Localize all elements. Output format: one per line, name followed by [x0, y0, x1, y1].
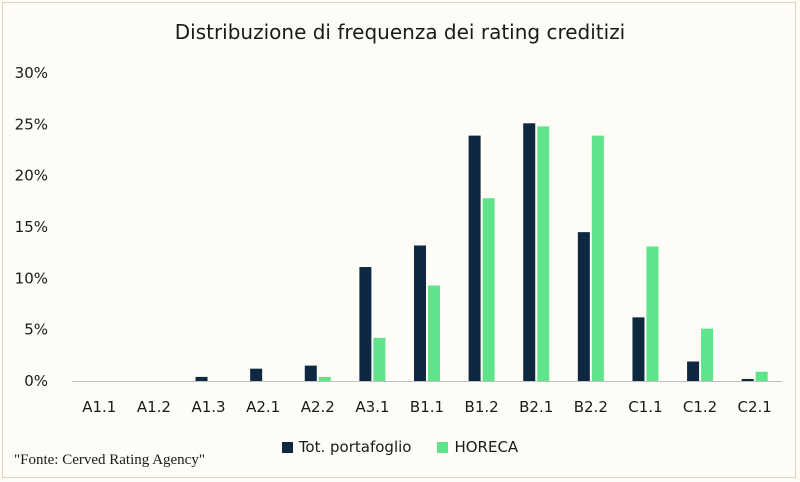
x-tick-label: B1.1: [410, 398, 444, 416]
x-tick-label: A1.1: [82, 398, 116, 416]
bar-horeca-B2-2: [591, 135, 604, 381]
chart-title: Distribuzione di frequenza dei rating cr…: [174, 20, 626, 44]
bar-horeca-A3-1: [373, 337, 386, 381]
bar-tot-portafoglio-B2-2: [577, 232, 590, 381]
x-axis-ticks: A1.1 A1.2 A1.3 A2.1 A2.2 A3.1 B1.1 B1.2 B2.1 B2.2…: [82, 398, 772, 416]
bar-horeca-B1-1: [428, 285, 440, 381]
x-tick-label: C2.1: [738, 398, 772, 416]
y-tick-label: 25%: [15, 115, 48, 133]
bar-tot-portafoglio-B1-2: [468, 135, 481, 381]
bar-horeca-C2-1: [755, 371, 768, 381]
y-tick-label: 20%: [15, 167, 48, 185]
bar-horeca-B1-2: [482, 198, 495, 381]
bar-horeca-B2-1: [537, 126, 550, 382]
x-tick-label: A2.2: [301, 398, 335, 416]
y-tick-label: 0%: [24, 372, 48, 390]
x-tick-label: A1.2: [137, 398, 171, 416]
bar-tot-portafoglio-C2-1: [741, 378, 754, 381]
bar-tot-portafoglio-C1-2: [687, 361, 700, 381]
bar-tot-portafoglio-C1-1: [632, 317, 645, 381]
bar-horeca-A2-2: [318, 376, 331, 381]
bar-horeca-C1-1: [646, 246, 659, 381]
y-axis-ticks: 0% 5% 10% 15% 20% 25% 30%: [15, 64, 48, 390]
bar-horeca-C1-2: [701, 328, 714, 381]
y-tick-label: 30%: [15, 64, 48, 82]
x-tick-label: A2.1: [246, 398, 280, 416]
x-tick-label: B2.2: [574, 398, 608, 416]
legend-label-horeca: HORECA: [454, 438, 519, 456]
x-tick-label: A3.1: [355, 398, 389, 416]
bar-tot-portafoglio-A3-1: [359, 267, 372, 381]
x-tick-label: C1.2: [683, 398, 717, 416]
x-tick-label: C1.1: [628, 398, 662, 416]
bar-tot-portafoglio-A1-3: [195, 376, 208, 381]
legend-swatch-tot-portafoglio: [281, 441, 293, 453]
legend-label-tot-portafoglio: Tot. portafoglio: [298, 438, 412, 456]
x-tick-label: A1.3: [191, 398, 225, 416]
bar-tot-portafoglio-A2-1: [250, 368, 263, 381]
x-tick-label: B1.2: [465, 398, 499, 416]
y-tick-label: 5%: [24, 321, 48, 339]
y-tick-label: 15%: [15, 218, 48, 236]
bar-tot-portafoglio-B2-1: [523, 123, 536, 381]
bar-tot-portafoglio-A2-2: [304, 365, 317, 381]
bars: [195, 123, 768, 382]
legend-item-tot-portafoglio: Tot. portafoglio: [281, 438, 412, 456]
legend: Tot. portafoglio HORECA: [0, 438, 800, 456]
source-note: "Fonte: Cerved Rating Agency": [14, 452, 205, 468]
x-tick-label: B2.1: [519, 398, 553, 416]
legend-item-horeca: HORECA: [437, 438, 518, 456]
y-tick-label: 10%: [15, 269, 48, 287]
legend-swatch-horeca: [437, 441, 449, 453]
bar-tot-portafoglio-B1-1: [414, 245, 426, 381]
